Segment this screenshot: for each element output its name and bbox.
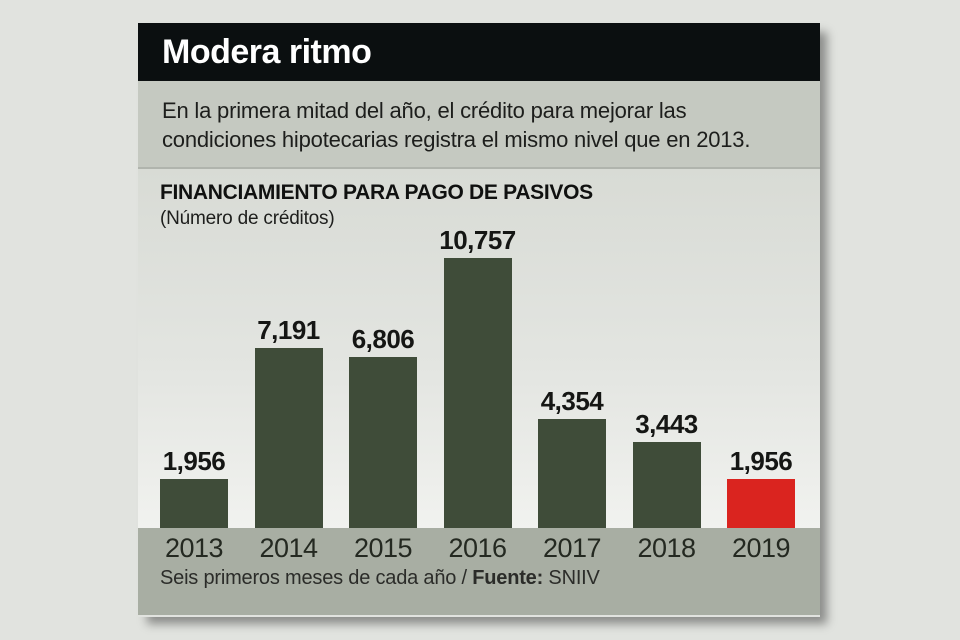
x-axis-label-2019: 2019 — [731, 533, 791, 563]
chart-title: FINANCIAMIENTO PARA PAGO DE PASIVOS — [160, 181, 593, 204]
bar-value-label: 6,806 — [351, 323, 415, 354]
bar-value-label: 10,757 — [439, 224, 516, 255]
bar-value-label: 7,191 — [257, 314, 320, 345]
bar-column-2017: 4,354 — [538, 385, 606, 528]
bar-2014 — [254, 348, 323, 528]
bars-container: 1,956 7,191 6,806 10,757 4,354 3,443 1,956 — [160, 226, 795, 528]
x-axis-labels: 2013 2014 2015 2016 2017 2018 2019 — [160, 533, 795, 564]
bar-2016 — [443, 258, 512, 528]
x-axis-label-2018: 2018 — [637, 533, 696, 563]
x-axis-label-2017: 2017 — [542, 533, 602, 563]
intro-section: En la primera mitad del año, el crédito … — [138, 81, 820, 169]
x-axis-label-2014: 2014 — [259, 533, 318, 563]
bar-chart: FINANCIAMIENTO PARA PAGO DE PASIVOS (Núm… — [138, 169, 820, 528]
bar-column-2013: 1,956 — [160, 445, 228, 528]
intro-line-1: En la primera mitad del año, el crédito … — [162, 98, 687, 123]
infographic-card: Modera ritmo En la primera mitad del año… — [138, 23, 820, 617]
bar-column-2016: 10,757 — [439, 226, 516, 528]
bar-2015 — [349, 357, 417, 528]
x-axis-label-2016: 2016 — [448, 533, 507, 563]
x-axis-label-2015: 2015 — [353, 533, 413, 563]
chart-title-block: FINANCIAMIENTO PARA PAGO DE PASIVOS (Núm… — [160, 181, 593, 230]
bar-2013 — [160, 479, 228, 528]
bar-value-label: 1,956 — [162, 445, 226, 476]
source-label: Fuente: — [472, 567, 544, 589]
chart-unit-label: (Número de créditos) — [160, 208, 335, 229]
footnote-text: Seis primeros meses de cada año / — [160, 567, 473, 589]
page-title: Modera ritmo — [162, 32, 372, 71]
axis-footer-band: 2013 2014 2015 2016 2017 2018 2019 Seis primer… — [138, 528, 820, 615]
bar-value-label: 3,443 — [635, 408, 698, 439]
bar-column-2019: 1,956 — [727, 445, 795, 528]
bar-column-2014: 7,191 — [254, 314, 323, 528]
bar-value-label: 4,354 — [540, 385, 604, 416]
bar-column-2015: 6,806 — [349, 323, 417, 528]
bar-value-label: 1,956 — [729, 445, 793, 476]
bar-column-2018: 3,443 — [632, 408, 701, 528]
source-note: Seis primeros meses de cada año / Fuente… — [160, 567, 820, 590]
intro-line-2: condiciones hipotecarias registra el mis… — [162, 127, 751, 153]
x-axis-label-2013: 2013 — [164, 533, 224, 563]
bar-2018 — [632, 442, 701, 528]
bar-2019 — [727, 479, 795, 528]
source-value: SNIIV — [543, 567, 600, 589]
header-bar: Modera ritmo — [138, 23, 820, 81]
bar-2017 — [538, 419, 606, 528]
